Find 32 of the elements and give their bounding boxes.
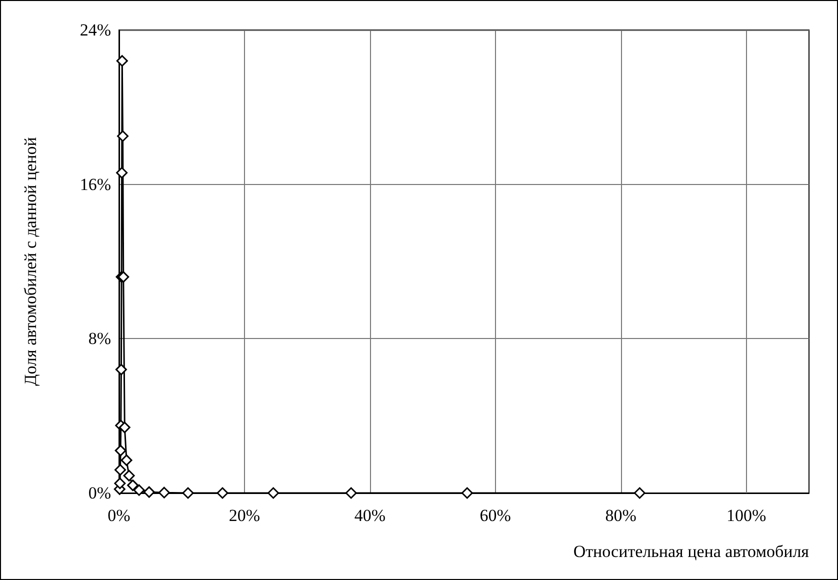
x-axis-title: Относительная цена автомобиля — [573, 542, 810, 561]
point — [116, 167, 128, 179]
point — [115, 364, 127, 376]
point — [133, 484, 145, 496]
point — [114, 478, 126, 490]
point — [120, 454, 132, 466]
point — [116, 55, 128, 67]
point — [118, 422, 130, 434]
point — [634, 487, 646, 499]
x-tick-label: 20% — [228, 506, 260, 525]
point — [127, 480, 139, 492]
point — [114, 444, 126, 456]
x-tick-label: 80% — [605, 506, 636, 525]
x-tick-label: 100% — [726, 506, 766, 525]
point — [114, 464, 126, 476]
y-axis-title: Доля автомобилей с данной ценой — [21, 137, 40, 386]
point — [158, 486, 170, 498]
point — [345, 487, 357, 499]
x-tick-label: 40% — [354, 506, 386, 525]
y-tick-label: 8% — [88, 329, 111, 348]
x-tick-label: 60% — [480, 506, 511, 525]
point — [268, 487, 280, 499]
point — [461, 487, 473, 499]
x-tick-label: 0% — [108, 506, 130, 525]
y-tick-label: 0% — [88, 484, 111, 502]
point — [216, 487, 228, 499]
point — [117, 130, 129, 142]
y-tick-label: 24% — [80, 20, 111, 40]
point — [182, 487, 194, 499]
y-tick-label: 16% — [80, 174, 111, 194]
point — [143, 486, 155, 498]
point — [123, 470, 135, 482]
